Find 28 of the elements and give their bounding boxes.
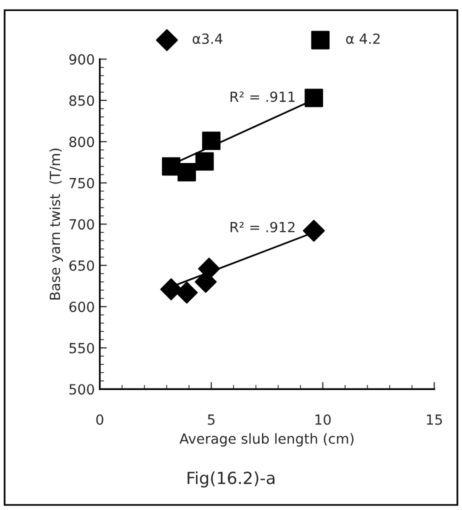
x-tick-label: 0 <box>96 414 104 425</box>
point <box>302 220 325 242</box>
y-tick-label: 550 <box>69 342 94 354</box>
point <box>304 88 324 108</box>
y-tick-label: 750 <box>70 178 94 188</box>
x-tick-label: 5 <box>208 414 214 425</box>
point <box>195 152 214 171</box>
y-tick-label: 900 <box>69 54 94 65</box>
x-axis-title: Average slub length (cm) <box>180 433 354 447</box>
point <box>176 282 198 304</box>
y-axis-title: Base yarn twist (T/m) <box>49 148 63 300</box>
y-tick-label: 650 <box>69 260 94 271</box>
annotation: R² = .912 <box>230 222 294 232</box>
y-tick-label: 800 <box>69 136 94 148</box>
x-tick-label: 15 <box>426 414 442 425</box>
legend-label: α 4.2 <box>346 33 380 44</box>
y-tick-label: 500 <box>69 384 94 395</box>
legend-label: α3.4 <box>192 33 222 44</box>
y-tick-label: 600 <box>69 302 94 312</box>
text: Fig(16.2)-a <box>188 471 274 488</box>
point <box>202 132 220 150</box>
x-tick-label: 10 <box>315 414 331 425</box>
y-tick-label: 700 <box>70 219 94 230</box>
point <box>162 157 180 176</box>
point <box>160 278 182 300</box>
annotation: R² = .911 <box>230 92 295 102</box>
point <box>178 162 196 182</box>
y-tick-label: 850 <box>69 95 94 106</box>
